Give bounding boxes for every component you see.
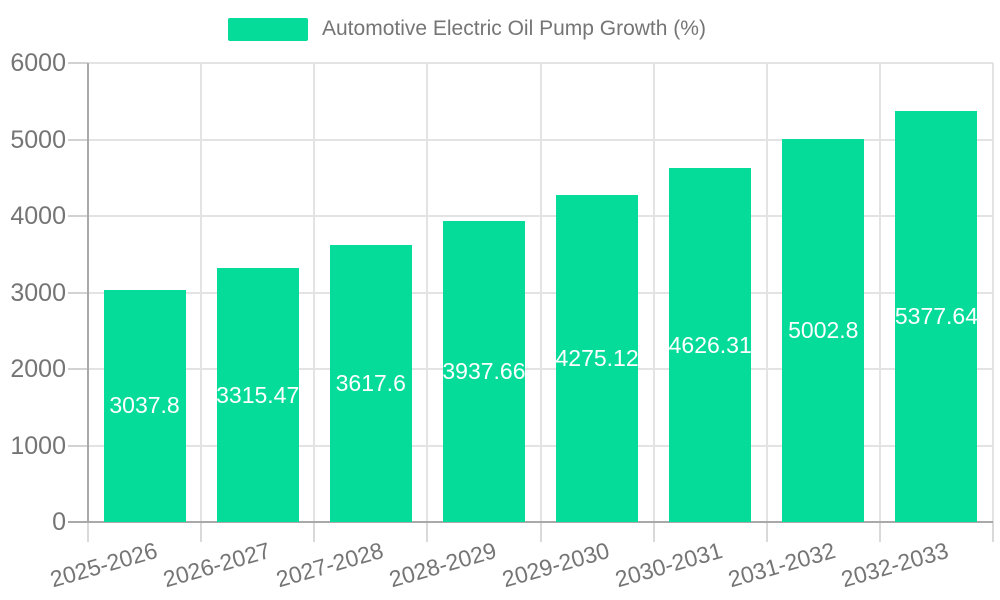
x-axis-tick-label: 2028-2029 bbox=[386, 537, 500, 593]
bar[interactable]: 3037.8 bbox=[103, 289, 186, 522]
legend[interactable]: Automotive Electric Oil Pump Growth (%) bbox=[228, 17, 706, 41]
x-axis-tick bbox=[313, 522, 316, 542]
bar[interactable]: 5377.64 bbox=[894, 110, 979, 522]
bar[interactable]: 3937.66 bbox=[442, 220, 526, 522]
gridline-vertical bbox=[426, 63, 429, 522]
bar[interactable]: 4275.12 bbox=[555, 194, 639, 522]
x-axis-tick bbox=[539, 522, 542, 542]
bar[interactable]: 3617.6 bbox=[329, 245, 412, 522]
x-axis-tick-label: 2026-2027 bbox=[159, 537, 273, 593]
x-axis-tick bbox=[200, 522, 203, 542]
bar[interactable]: 4626.31 bbox=[668, 168, 752, 522]
y-axis-tick-label: 0 bbox=[52, 508, 66, 536]
x-axis-tick-label: 2032-2033 bbox=[838, 537, 952, 593]
bar-value-label: 5377.64 bbox=[894, 302, 979, 329]
bar-value-label: 3315.47 bbox=[216, 381, 300, 408]
x-axis-tick bbox=[992, 522, 994, 542]
x-axis-tick bbox=[878, 522, 881, 542]
y-axis-tick-label: 4000 bbox=[10, 202, 66, 230]
bar-value-label: 3937.66 bbox=[442, 357, 526, 384]
x-axis-tick bbox=[765, 522, 768, 542]
gridline-vertical bbox=[539, 63, 542, 522]
x-axis-tick-label: 2025-2026 bbox=[46, 537, 160, 593]
bar[interactable]: 5002.8 bbox=[782, 139, 865, 522]
x-axis-tick bbox=[426, 522, 429, 542]
gridline-vertical bbox=[313, 63, 316, 522]
bar-value-label: 3037.8 bbox=[109, 392, 180, 419]
gridline-vertical bbox=[878, 63, 881, 522]
legend-label: Automotive Electric Oil Pump Growth (%) bbox=[322, 17, 706, 40]
y-axis-tick-label: 2000 bbox=[10, 355, 66, 383]
y-axis-tick bbox=[68, 444, 88, 447]
x-axis-tick-label: 2031-2032 bbox=[725, 537, 839, 593]
x-axis-tick-label: 2030-2031 bbox=[612, 537, 726, 593]
bar-value-label: 4275.12 bbox=[555, 344, 639, 371]
y-axis-tick bbox=[68, 291, 88, 294]
y-axis-tick bbox=[68, 62, 88, 64]
bar[interactable]: 3315.47 bbox=[216, 268, 300, 522]
gridline-vertical bbox=[992, 63, 994, 522]
x-axis-line bbox=[68, 521, 993, 523]
y-axis-line bbox=[87, 63, 89, 522]
x-axis-tick bbox=[652, 522, 655, 542]
y-axis-tick-label: 6000 bbox=[10, 49, 66, 77]
gridline-vertical bbox=[652, 63, 655, 522]
bar-value-label: 3617.6 bbox=[335, 370, 406, 397]
x-axis-tick bbox=[87, 522, 89, 542]
y-axis-tick bbox=[68, 215, 88, 217]
bar-value-label: 4626.31 bbox=[668, 331, 752, 358]
legend-swatch[interactable] bbox=[228, 17, 308, 41]
x-axis-tick-label: 2029-2030 bbox=[499, 537, 613, 593]
y-axis-tick bbox=[68, 138, 88, 141]
gridline-vertical bbox=[200, 63, 203, 522]
y-axis-tick bbox=[68, 368, 88, 370]
y-axis-tick-label: 3000 bbox=[10, 278, 66, 307]
bar-value-label: 5002.8 bbox=[788, 317, 859, 344]
y-axis-tick-label: 5000 bbox=[10, 125, 66, 154]
x-axis-tick-label: 2027-2028 bbox=[273, 537, 386, 593]
y-axis-tick-label: 1000 bbox=[10, 431, 66, 460]
gridline-vertical bbox=[765, 63, 768, 522]
